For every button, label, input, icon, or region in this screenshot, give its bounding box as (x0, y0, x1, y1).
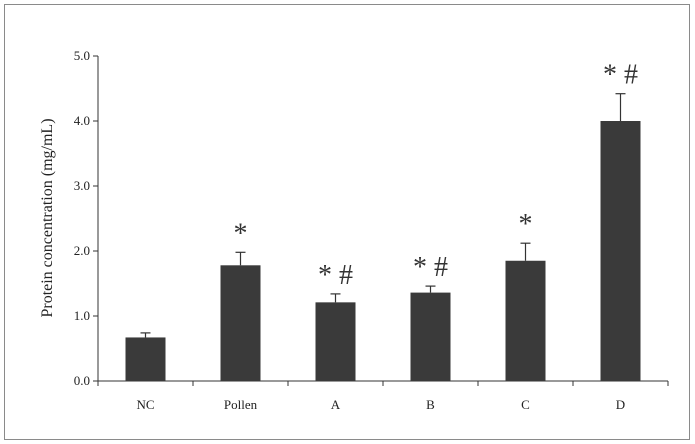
significance-markers: * * # * # * * # (234, 60, 639, 291)
x-tick-label: NC (136, 397, 154, 412)
y-tick-label: 5.0 (74, 48, 90, 63)
bar-pollen (220, 265, 261, 381)
bar-a (315, 302, 356, 381)
significance-label: * # (603, 60, 638, 91)
x-tick-label: C (521, 397, 530, 412)
bar-b (410, 292, 451, 381)
bar-nc (125, 337, 166, 381)
significance-label: * (519, 209, 533, 240)
x-ticks: NC Pollen A B C D (97, 381, 669, 412)
y-tick-label: 4.0 (74, 113, 90, 128)
x-tick-label: A (331, 397, 341, 412)
x-tick-label: B (426, 397, 435, 412)
error-bars (140, 93, 626, 338)
y-axis-title: Protein concentration (mg/mL) (39, 118, 56, 317)
bars (125, 121, 641, 381)
x-tick-label: D (616, 397, 625, 412)
x-tick-label: Pollen (224, 397, 258, 412)
significance-label: * # (318, 260, 353, 291)
significance-label: * # (413, 252, 448, 283)
y-tick-label: 1.0 (74, 308, 90, 323)
significance-label: * (234, 218, 248, 249)
y-tick-label: 0.0 (74, 373, 90, 388)
bar-c (505, 260, 546, 381)
y-tick-label: 2.0 (74, 243, 90, 258)
y-ticks: 0.0 1.0 2.0 3.0 4.0 5.0 (74, 48, 98, 388)
y-tick-label: 3.0 (74, 178, 90, 193)
bar-d (600, 121, 641, 381)
